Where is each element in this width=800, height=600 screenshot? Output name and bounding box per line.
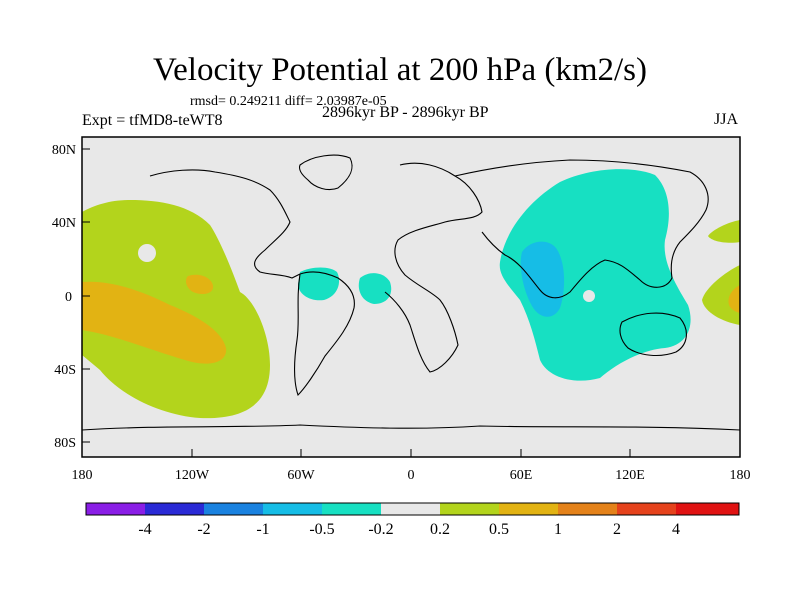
lon-label: 60W <box>287 468 315 483</box>
colorbar-label: 0.5 <box>489 521 509 538</box>
lon-labels: 180 120W 60W 0 60E 120E 180 <box>72 468 751 483</box>
neutral-hole-asia <box>583 290 595 302</box>
colorbar-swatch <box>145 503 204 515</box>
positive-core-small <box>185 274 214 294</box>
coast-north-america <box>149 169 301 279</box>
colorbar-frame <box>85 502 740 516</box>
colorbar-swatch <box>676 503 739 515</box>
coast-europe-africa <box>384 162 483 373</box>
stats-text: rmsd= 0.249211 diff= 2.03987e-05 <box>190 94 387 109</box>
coast-greenland <box>298 154 353 191</box>
colorbar-label: -1 <box>256 521 269 538</box>
colorbar-label: 1 <box>554 521 562 538</box>
coast-south-america <box>293 271 355 397</box>
colorbar-label: -4 <box>138 521 151 538</box>
lat-label: 80S <box>54 436 76 451</box>
map-title: Velocity Potential at 200 hPa (km2/s) <box>152 52 648 88</box>
contour-fills <box>82 169 740 419</box>
lat-label: 80N <box>52 143 76 158</box>
colorbar-swatch <box>322 503 381 515</box>
colorbar-label: -0.5 <box>309 521 334 538</box>
positive-anomaly-east-edge <box>702 265 740 325</box>
colorbar <box>85 502 740 516</box>
experiment-label: Expt = tfMD8-teWT8 <box>82 112 223 129</box>
coast-antarctica <box>82 424 740 431</box>
colorbar-label: 4 <box>672 521 680 538</box>
colorbar-label: 2 <box>613 521 621 538</box>
coastlines <box>82 154 740 431</box>
positive-core-east-edge <box>728 285 740 313</box>
negative-patch-south-america <box>298 267 340 301</box>
lon-label: 120E <box>615 468 645 483</box>
colorbar-swatch <box>263 503 322 515</box>
lon-label: 180 <box>72 468 93 483</box>
coast-australia <box>619 312 687 357</box>
colorbar-swatch <box>440 503 499 515</box>
colorbar-labels: -4 -2 -1 -0.5 -0.2 0.2 0.5 1 2 4 <box>138 521 680 538</box>
negative-patch-atlantic <box>358 273 392 304</box>
positive-core-east-pacific <box>82 281 227 364</box>
colorbar-swatch <box>204 503 263 515</box>
colorbar-label: -2 <box>197 521 210 538</box>
neutral-hole-pacific <box>138 244 156 262</box>
lat-labels: 80N 40N 0 40S 80S <box>52 143 76 451</box>
colorbar-swatch <box>617 503 676 515</box>
lon-label: 0 <box>408 468 415 483</box>
season-label: JJA <box>714 111 739 128</box>
coast-asia <box>454 159 709 299</box>
colorbar-label: -0.2 <box>368 521 393 538</box>
lon-label: 60E <box>510 468 533 483</box>
lon-tick-marks <box>81 449 741 457</box>
lat-tick-marks <box>82 148 90 443</box>
lat-label: 40S <box>54 363 76 378</box>
colorbar-swatch <box>499 503 558 515</box>
lat-label: 40N <box>52 216 76 231</box>
negative-anomaly-asia <box>499 169 691 381</box>
lat-label: 0 <box>65 290 72 305</box>
lon-label: 120W <box>175 468 210 483</box>
colorbar-swatch <box>558 503 617 515</box>
colorbar-swatch <box>86 503 145 515</box>
colorbar-swatch <box>381 503 440 515</box>
lon-label: 180 <box>730 468 751 483</box>
period-label: 2896kyr BP - 2896kyr BP <box>322 104 489 121</box>
positive-anomaly-northeast-edge <box>708 220 740 243</box>
colorbar-label: 0.2 <box>430 521 450 538</box>
